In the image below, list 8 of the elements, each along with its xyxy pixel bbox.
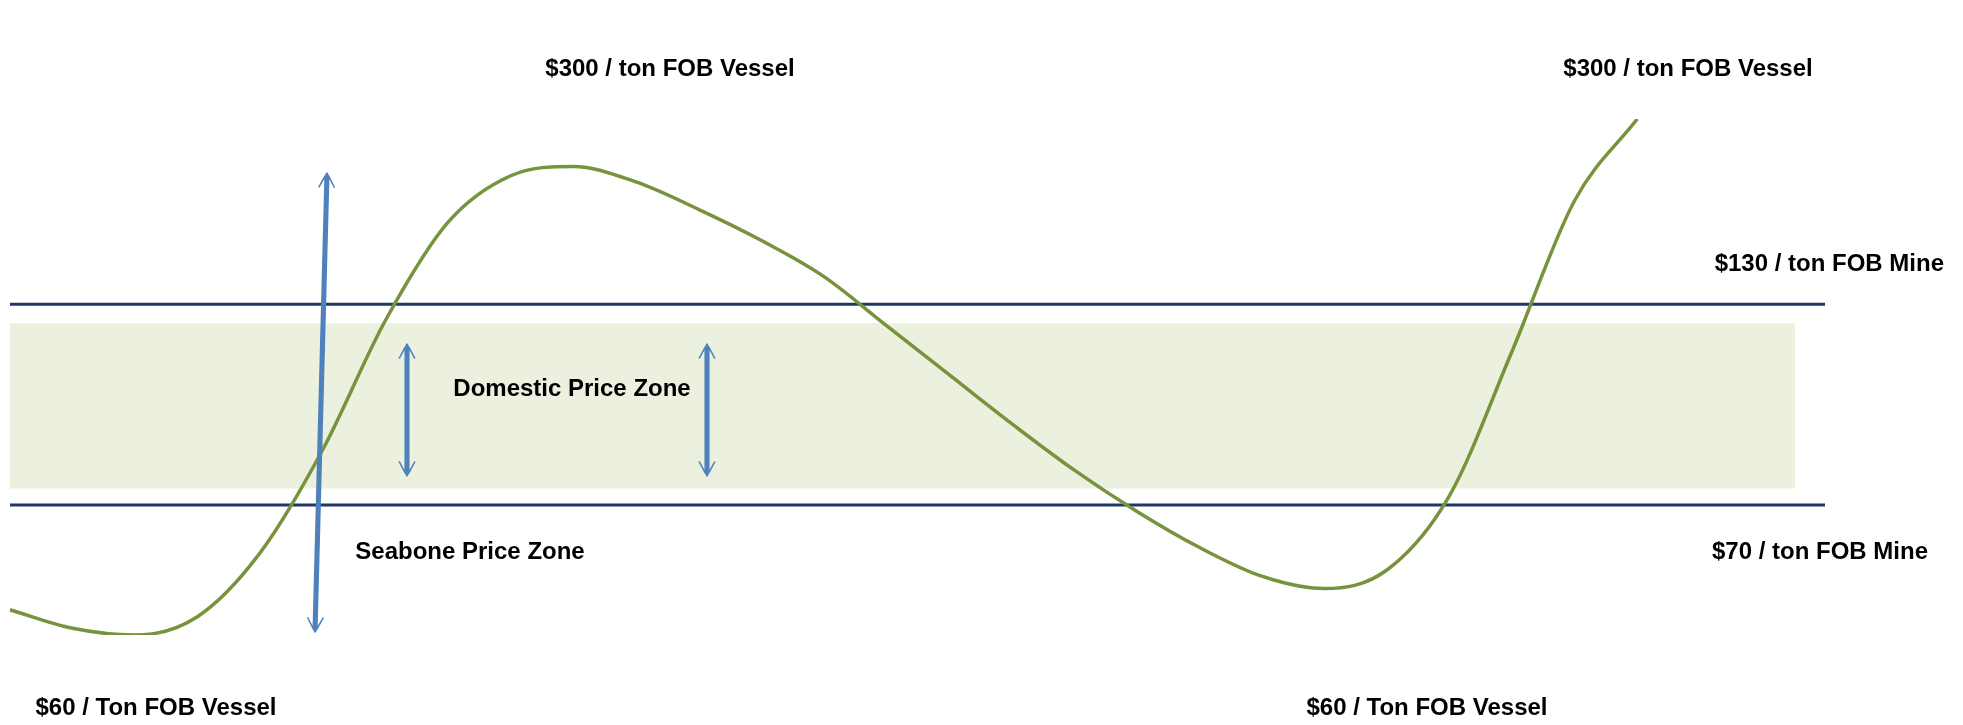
- text: $300 / ton FOB Vessel: [1563, 53, 1813, 81]
- text: $60 / Ton FOB Vessel: [35, 692, 277, 720]
- annotation: Seabone Price Zone: [355, 536, 585, 564]
- band-label: Domestic Price Zone: [453, 373, 691, 401]
- text: $60 / Ton FOB Vessel: [1306, 692, 1548, 720]
- text: $300 / ton FOB Vessel: [545, 53, 795, 81]
- ref-line-label: $70 / ton FOB Mine: [1711, 536, 1928, 564]
- ref-line-label: $130 / ton FOB Mine: [1714, 248, 1944, 276]
